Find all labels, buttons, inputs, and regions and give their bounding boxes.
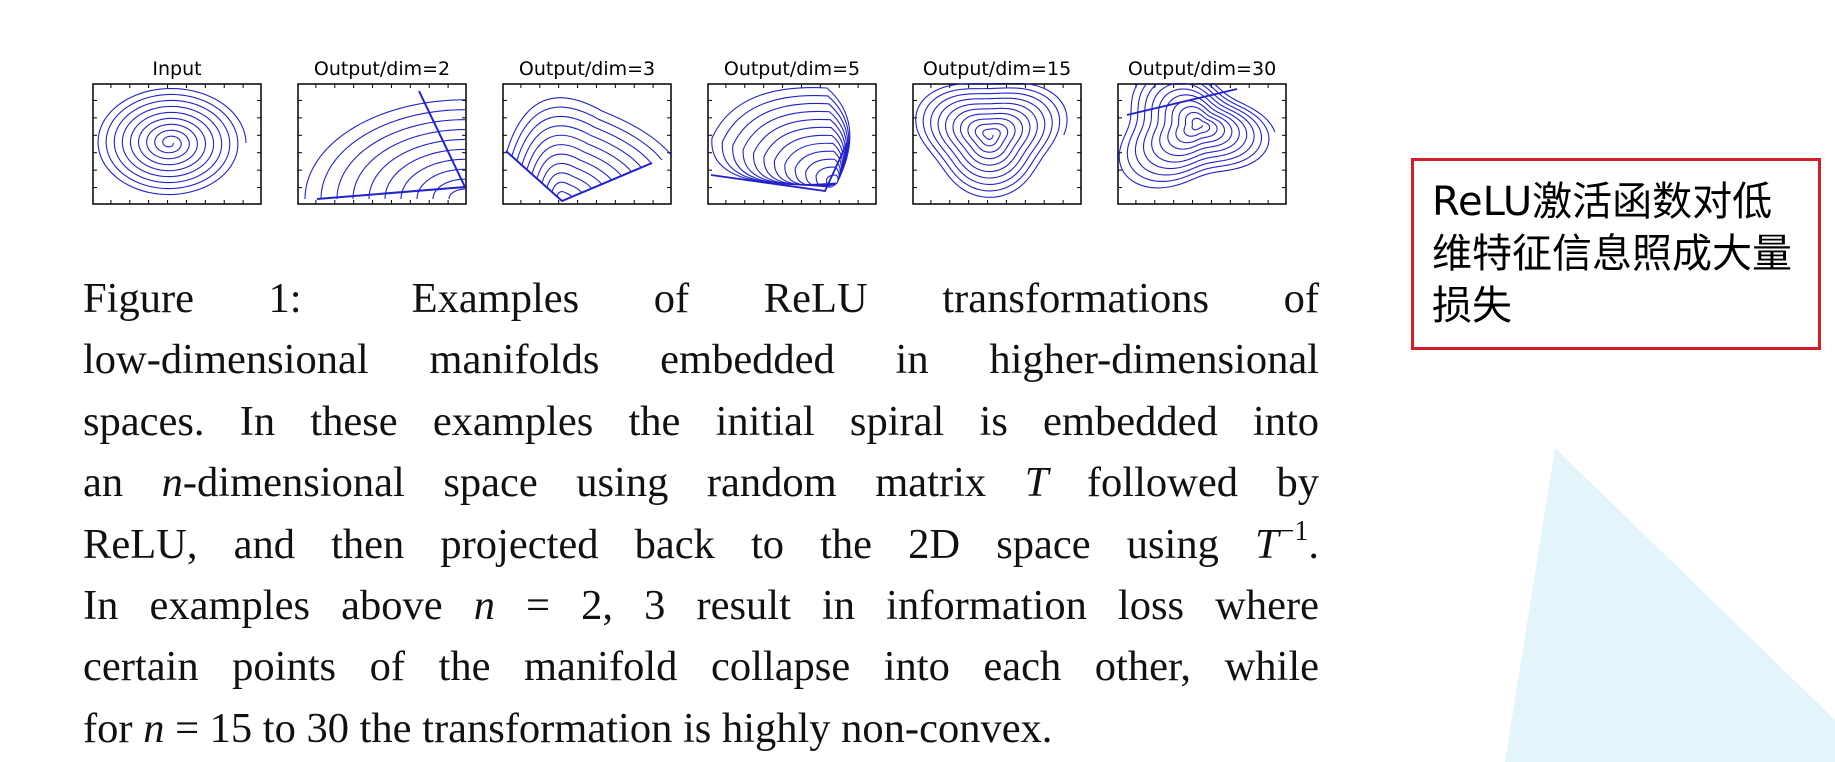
panel-title: Input xyxy=(152,58,202,80)
plot-ticks xyxy=(1118,84,1286,204)
panel-dim15: Output/dim=15 xyxy=(912,58,1082,208)
figure-label: Figure 1: xyxy=(83,275,302,322)
caption-line: spaces. In these examples the initial sp… xyxy=(83,397,1319,445)
panel-dim2: Output/dim=2 xyxy=(297,58,467,208)
panel-title: Output/dim=5 xyxy=(723,58,861,80)
spiral-curve xyxy=(1118,83,1276,189)
collapse-line xyxy=(710,142,848,192)
plot-ticks xyxy=(93,84,261,204)
plot-frame xyxy=(92,83,262,205)
spiral-curve xyxy=(915,83,1068,198)
caption-line: Figure 1: Examples of ReLU transformation… xyxy=(83,268,1319,329)
collapse-line xyxy=(1126,88,1238,116)
spiral-curve xyxy=(97,87,247,196)
collapse-line xyxy=(418,90,466,188)
collapse-line xyxy=(316,186,466,200)
plot-frame xyxy=(297,83,467,205)
caption-line: ReLU, and then projected back to the 2D … xyxy=(83,514,1319,575)
plot-frame xyxy=(707,83,877,205)
panel-plot xyxy=(297,83,467,205)
caption-text: = 15 to 30 the transformation is highly … xyxy=(164,704,1053,752)
panel-title: Output/dim=2 xyxy=(313,58,451,80)
plot-frame xyxy=(502,83,672,205)
panel-plot xyxy=(707,83,877,205)
figure-caption: Figure 1: Examples of ReLU transformation… xyxy=(83,268,1319,759)
caption-text: -dimensional space using random matrix xyxy=(182,459,1025,507)
figure-panels: Input Output/dim=2 Output/dim=3 Output/d… xyxy=(0,0,1835,240)
spiral-curve xyxy=(711,87,851,188)
math-T: T xyxy=(1024,459,1049,507)
spiral-curve xyxy=(506,97,672,198)
panel-plot xyxy=(502,83,672,205)
caption-text: = 2, 3 result in information loss where xyxy=(494,582,1319,630)
math-n: n xyxy=(473,582,495,630)
caption-text: ReLU, and then projected back to the 2D … xyxy=(83,520,1255,568)
caption-line: for n = 15 to 30 the transformation is h… xyxy=(83,698,1319,759)
spiral-curve xyxy=(304,99,466,200)
caption-text: an xyxy=(83,459,162,507)
collapse-line xyxy=(505,150,653,203)
plot-frame xyxy=(912,83,1082,205)
plot-frame xyxy=(1117,83,1287,205)
plot-ticks xyxy=(298,84,466,204)
caption-text: In examples above xyxy=(83,582,474,630)
panel-dim30: Output/dim=30 xyxy=(1117,58,1287,208)
math-n: n xyxy=(161,459,183,507)
math-n: n xyxy=(143,704,165,752)
caption-text: . xyxy=(1308,520,1319,568)
caption-line: an n-dimensional space using random matr… xyxy=(83,452,1319,513)
math-superscript: −1 xyxy=(1278,515,1309,547)
panel-title: Output/dim=15 xyxy=(922,58,1072,80)
panel-dim5: Output/dim=5 xyxy=(707,58,877,208)
annotation-text: ReLU激活函数对低维特征信息照成大量损失 xyxy=(1432,179,1792,329)
caption-line: certain points of the manifold collapse … xyxy=(83,643,1319,691)
caption-text: for xyxy=(83,704,144,752)
panel-input: Input xyxy=(92,58,262,208)
plot-ticks xyxy=(708,84,876,204)
panel-plot xyxy=(1117,83,1287,205)
caption-line: In examples above n = 2, 3 result in inf… xyxy=(83,575,1319,636)
annotation-box: ReLU激活函数对低维特征信息照成大量损失 xyxy=(1411,158,1821,350)
panel-plot xyxy=(912,83,1082,205)
panel-title: Output/dim=30 xyxy=(1127,58,1277,80)
plot-ticks xyxy=(503,84,671,204)
caption-line: low-dimensional manifolds embedded in hi… xyxy=(83,336,1319,384)
math-T: T xyxy=(1254,520,1279,568)
panel-title: Output/dim=3 xyxy=(518,58,656,80)
caption-text: followed by xyxy=(1048,459,1319,507)
plot-ticks xyxy=(913,84,1081,204)
caption-text: Examples of ReLU transformations of xyxy=(411,275,1319,322)
panel-dim3: Output/dim=3 xyxy=(502,58,672,208)
panel-plot xyxy=(92,83,262,205)
